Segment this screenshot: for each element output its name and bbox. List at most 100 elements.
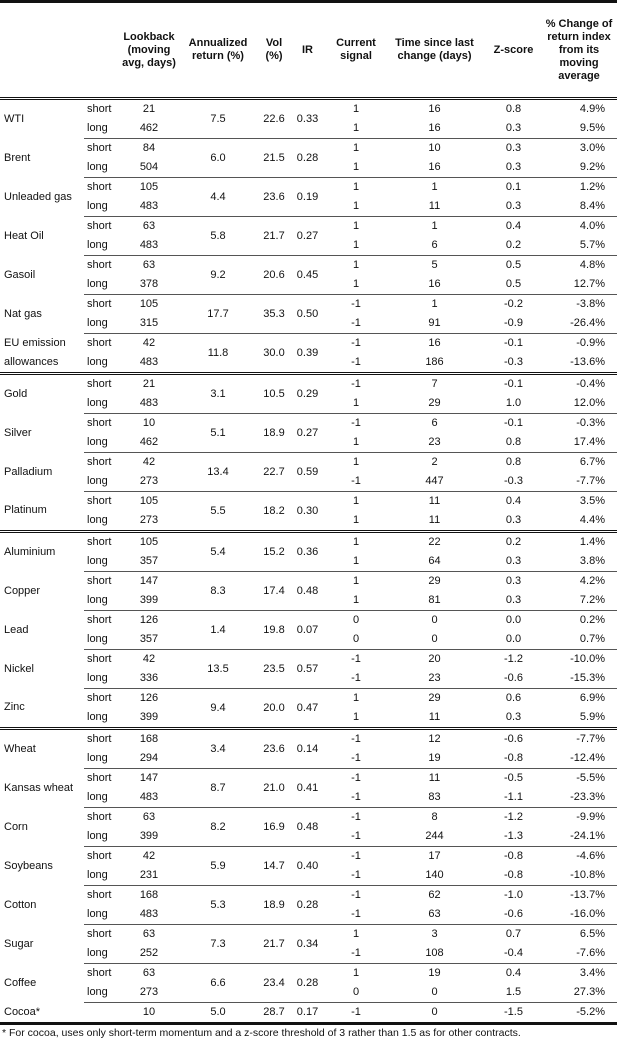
header-commodity xyxy=(0,3,84,100)
commodity-name: Palladium xyxy=(4,465,53,478)
current-signal: -1 xyxy=(351,475,361,487)
commodity-name: Brent xyxy=(4,151,31,164)
table-row: long 483 -1 63 -0.6 -16.0% xyxy=(0,905,617,925)
time-since-change: 6 xyxy=(431,239,438,251)
time-since-change: 11 xyxy=(428,200,441,212)
annualized-return: 8.2 xyxy=(178,807,258,847)
z-score: 0.2 xyxy=(482,530,545,552)
volatility: 14.7 xyxy=(258,846,290,886)
time-since-change: 140 xyxy=(425,869,444,881)
commodity-name: Heat Oil xyxy=(4,229,44,242)
current-signal: 1 xyxy=(352,436,360,448)
current-signal: 1 xyxy=(352,161,360,173)
volatility: 15.2 xyxy=(258,530,290,572)
lookback-days: 399 xyxy=(139,594,159,606)
information-ratio: 0.28 xyxy=(290,138,325,178)
momentum-signals-table: Lookback (moving avg, days) Annualized r… xyxy=(0,3,617,1025)
current-signal: 1 xyxy=(325,571,387,591)
lookback-days: 105 xyxy=(120,530,178,552)
current-signal: 1 xyxy=(325,452,387,472)
pct-change: -4.6% xyxy=(545,846,617,866)
z-score: -1.1 xyxy=(504,791,523,803)
information-ratio: 0.50 xyxy=(290,294,325,334)
z-score: 0.3 xyxy=(505,711,522,723)
horizon: long xyxy=(87,122,108,134)
header-lookback: Lookback (moving avg, days) xyxy=(120,3,178,100)
lookback-days: 399 xyxy=(139,830,159,842)
annualized-return: 5.4 xyxy=(178,530,258,572)
current-signal: -1 xyxy=(325,413,387,433)
information-ratio: 0.41 xyxy=(290,768,325,808)
lookback-days: 21 xyxy=(120,98,178,119)
time-since-change: 20 xyxy=(387,649,482,669)
current-signal: -1 xyxy=(351,830,361,842)
z-score: 0.2 xyxy=(505,239,522,251)
lookback-days: 462 xyxy=(139,122,159,134)
time-since-change: 23 xyxy=(428,436,441,448)
table-row: long 483 -1 83 -1.1 -23.3% xyxy=(0,788,617,808)
information-ratio: 0.27 xyxy=(290,216,325,256)
footnote: * For cocoa, uses only short-term moment… xyxy=(2,1027,521,1039)
current-signal: -1 xyxy=(325,333,387,353)
time-since-change: 0 xyxy=(387,1002,482,1025)
lookback-days: 231 xyxy=(139,869,159,881)
current-signal: 1 xyxy=(325,98,387,119)
pct-change: 27.3% xyxy=(573,986,605,998)
horizon: long xyxy=(87,397,108,409)
horizon: long xyxy=(87,594,108,606)
lookback-days: 483 xyxy=(139,200,159,212)
z-score: 0.0 xyxy=(482,610,545,630)
commodity-name: Cocoa* xyxy=(0,1002,84,1025)
information-ratio: 0.14 xyxy=(290,727,325,769)
lookback-days: 42 xyxy=(120,452,178,472)
z-score: 0.8 xyxy=(482,98,545,119)
information-ratio: 0.27 xyxy=(290,413,325,453)
z-score: -0.3 xyxy=(504,356,523,368)
annualized-return: 1.4 xyxy=(178,610,258,650)
current-signal: -1 xyxy=(325,846,387,866)
z-score: 0.5 xyxy=(505,278,522,290)
current-signal: -1 xyxy=(351,672,361,684)
header-time-since-change: Time since last change (days) xyxy=(387,3,482,100)
horizon: short xyxy=(84,491,120,511)
current-signal: -1 xyxy=(325,807,387,827)
horizon: short xyxy=(84,649,120,669)
information-ratio: 0.29 xyxy=(290,372,325,414)
z-score: -0.8 xyxy=(504,752,523,764)
commodity-name: Wheat xyxy=(0,727,84,769)
horizon: short xyxy=(84,413,120,433)
horizon: short xyxy=(84,138,120,158)
lookback-days: 504 xyxy=(139,161,159,173)
horizon: short xyxy=(84,963,120,983)
z-score: -1.0 xyxy=(482,885,545,905)
current-signal: 1 xyxy=(325,963,387,983)
annualized-return: 8.3 xyxy=(178,571,258,611)
horizon: short xyxy=(84,885,120,905)
horizon: short xyxy=(84,452,120,472)
table-row: Silver short 10 5.1 18.9 0.27 -1 6 -0.1 -0.3% xyxy=(0,413,617,453)
table-row: long 357 0 0 0.0 0.7% xyxy=(0,630,617,650)
horizon: short xyxy=(84,727,120,749)
lookback-days: 378 xyxy=(139,278,159,290)
pct-change: 1.4% xyxy=(545,530,617,552)
table-row: long 231 -1 140 -0.8 -10.8% xyxy=(0,866,617,886)
current-signal: 1 xyxy=(352,711,360,723)
time-since-change: 7 xyxy=(387,372,482,394)
pct-change: -10.8% xyxy=(570,869,605,881)
pct-change: -24.1% xyxy=(570,830,605,842)
horizon: short xyxy=(84,688,120,708)
volatility: 30.0 xyxy=(258,333,290,374)
z-score: 0.7 xyxy=(482,924,545,944)
commodity-name: Gold xyxy=(0,372,84,414)
information-ratio: 0.48 xyxy=(290,571,325,611)
volatility: 18.9 xyxy=(258,885,290,925)
time-since-change: 8 xyxy=(387,807,482,827)
pct-change: -16.0% xyxy=(570,908,605,920)
lookback-days: 168 xyxy=(120,727,178,749)
z-score: -0.2 xyxy=(482,294,545,314)
z-score: -1.3 xyxy=(504,830,523,842)
current-signal: -1 xyxy=(351,317,361,329)
volatility: 21.5 xyxy=(258,138,290,178)
header-pct-change: % Change of return index from its moving… xyxy=(545,3,617,100)
header-ir: IR xyxy=(290,3,325,100)
